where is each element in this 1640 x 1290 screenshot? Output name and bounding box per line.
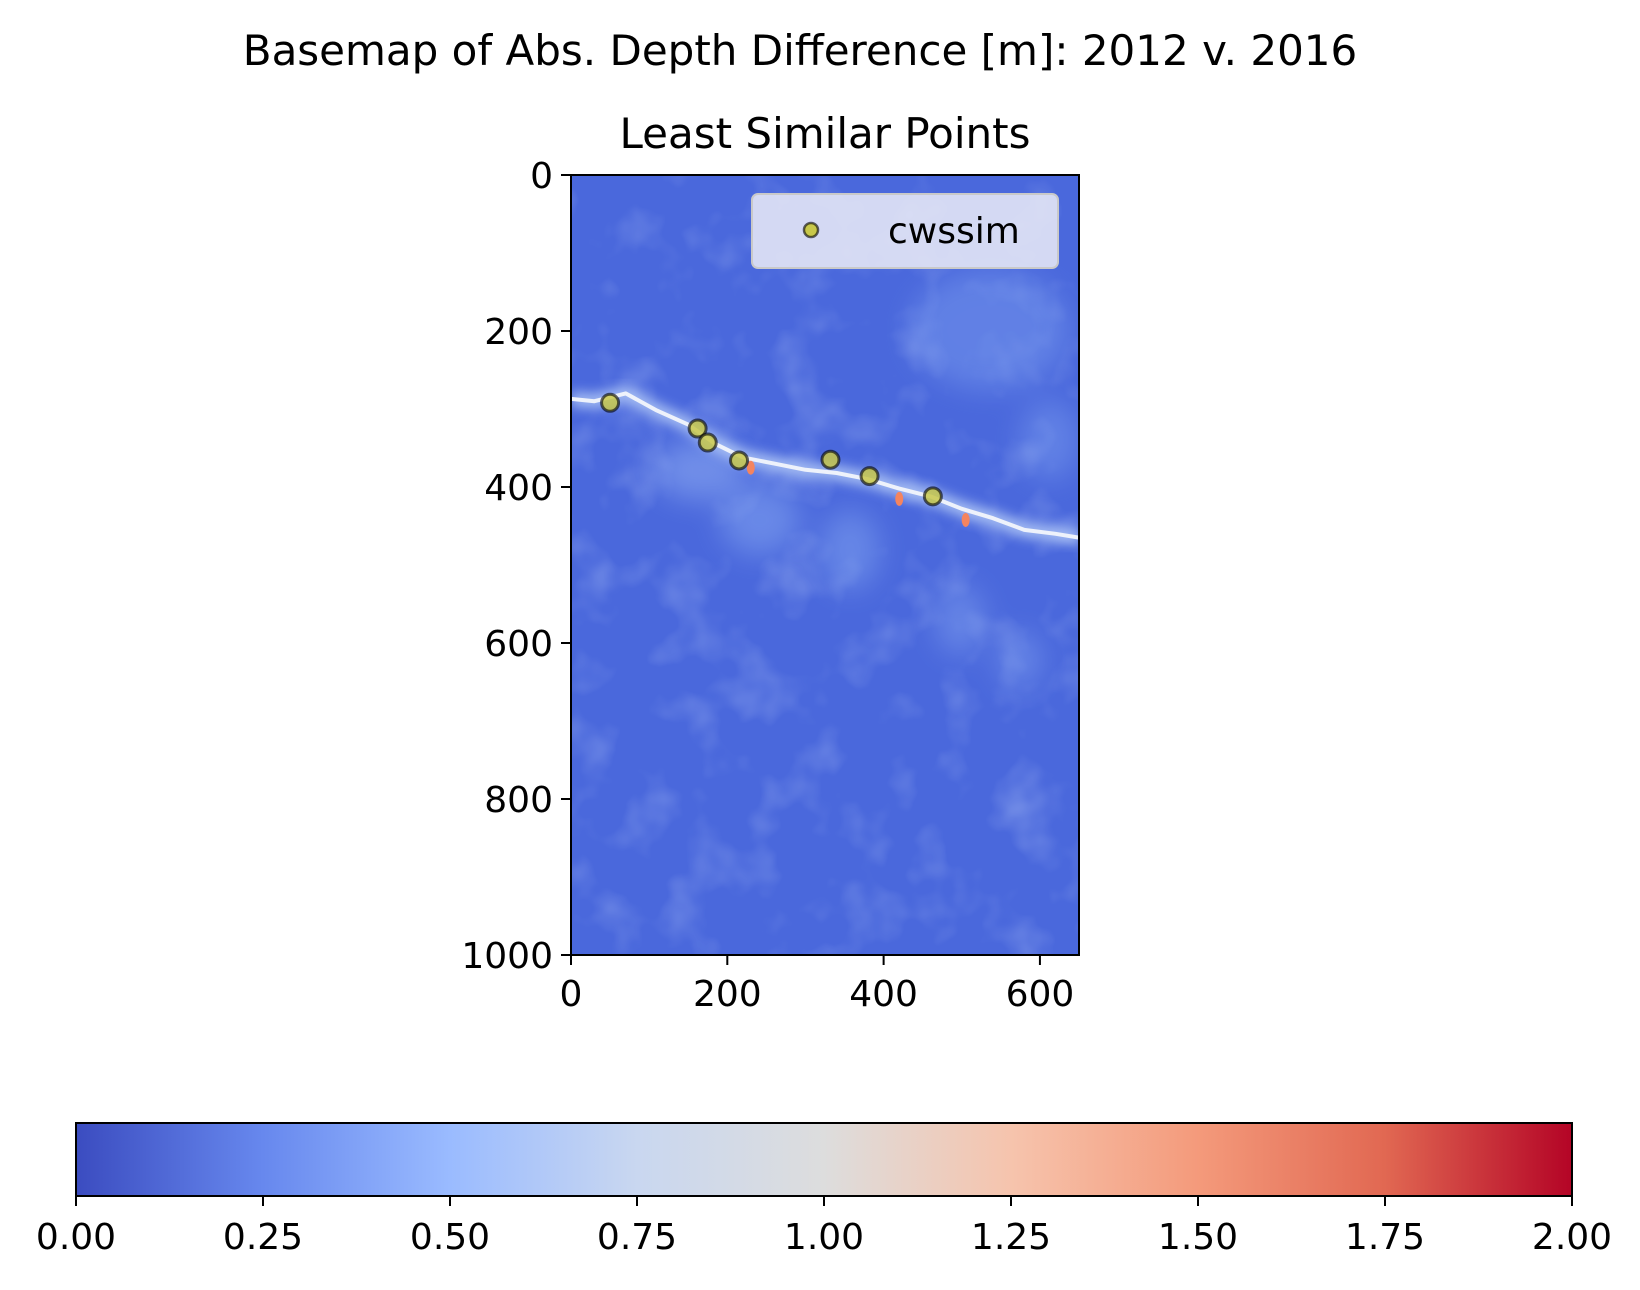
shoreline [571, 391, 1079, 540]
colorbar-tick-label: 0.50 [410, 1217, 490, 1258]
x-axis: 0 200 400 600 [560, 955, 1075, 1015]
colorbar-gradient [75, 1122, 1573, 1197]
colorbar-ticks: 0.00 0.25 0.50 0.75 1.00 1.25 1.50 1.75 2.00 [36, 1196, 1612, 1258]
legend-label: cwssim [888, 211, 1020, 252]
legend: cwssim [751, 193, 1059, 269]
legend-box [751, 193, 1059, 269]
colorbar-tick-label: 0.00 [36, 1217, 116, 1258]
y-tick-label: 800 [484, 780, 553, 821]
legend-marker [802, 221, 820, 239]
data-point [859, 466, 880, 487]
series-cwssim [600, 392, 943, 507]
colorbar-tick-label: 0.75 [597, 1217, 677, 1258]
colorbar-tick-label: 0.25 [223, 1217, 303, 1258]
data-point [600, 392, 621, 413]
data-point [922, 486, 943, 507]
y-tick-label: 1000 [461, 936, 553, 977]
hotspot [961, 512, 970, 527]
colorbar-tick-label: 1.50 [1158, 1217, 1238, 1258]
x-tick-label: 0 [560, 974, 583, 1015]
y-tick-label: 200 [484, 312, 553, 353]
colorbar-tick-label: 1.00 [784, 1217, 864, 1258]
colorbar-tick-label: 1.75 [1345, 1217, 1425, 1258]
heatmap-image [571, 175, 1079, 955]
figure-suptitle: Basemap of Abs. Depth Difference [m]: 20… [243, 26, 1358, 75]
x-tick-label: 400 [849, 974, 918, 1015]
y-axis: 0 200 400 600 800 1000 [461, 156, 571, 977]
data-point [729, 450, 750, 471]
hotspot [746, 460, 755, 475]
x-tick-label: 600 [1006, 974, 1075, 1015]
data-point [820, 449, 841, 470]
plot-frame [570, 174, 1080, 956]
colorbar-tick-label: 1.25 [971, 1217, 1051, 1258]
hotspots [746, 460, 970, 527]
colorbar: 0.00 0.25 0.50 0.75 1.00 1.25 1.50 1.75 2.00 [36, 1122, 1612, 1258]
y-tick-label: 0 [530, 156, 553, 197]
hotspot [895, 491, 904, 506]
x-tick-label: 200 [693, 974, 762, 1015]
data-point [697, 432, 718, 453]
y-tick-label: 400 [484, 468, 553, 509]
y-tick-label: 600 [484, 624, 553, 665]
colorbar-tick-label: 2.00 [1532, 1217, 1612, 1258]
data-point [687, 418, 708, 439]
plot-area: 0 200 400 600 0 200 400 600 800 1000 cwssim [461, 156, 1080, 1015]
axes-title: Least Similar Points [619, 109, 1030, 158]
